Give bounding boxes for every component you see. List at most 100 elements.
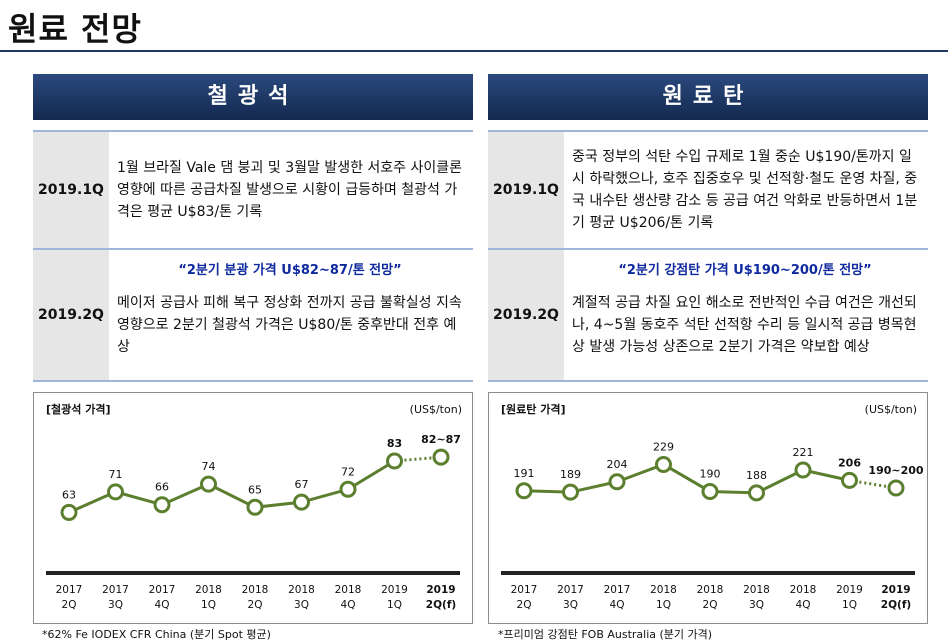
- x-tick-year: 2018: [242, 584, 269, 596]
- x-tick-year: 2017: [511, 584, 538, 596]
- chart-unit-label: (US$/ton): [410, 403, 462, 416]
- data-point: [701, 482, 719, 500]
- coal-chart: [원료탄 가격] (US$/ton) 191 189 204 229 190 188 221 20…: [488, 392, 928, 624]
- row-text: “2분기 분광 가격 U$82~87/톤 전망” 메이저 공급사 피해 복구 정…: [109, 250, 473, 380]
- x-tick-year: 2019: [881, 584, 910, 596]
- row-text-body: 중국 정부의 석탄 수입 규제로 1월 중순 U$190/톤까지 일시 하락했으…: [572, 149, 918, 231]
- chart-title: [원료탄 가격]: [501, 402, 565, 416]
- data-label: 63: [62, 488, 76, 501]
- quarter-label: 2019.1Q: [33, 132, 109, 248]
- x-tick-year: 2019: [836, 584, 863, 596]
- table-row: 2019.1Q 중국 정부의 석탄 수입 규제로 1월 중순 U$190/톤까지…: [488, 132, 928, 250]
- x-tick-quarter: 2Q(f): [426, 599, 456, 611]
- data-point: [794, 461, 812, 479]
- x-tick-quarter: 3Q: [294, 599, 309, 611]
- title-divider: [0, 50, 948, 52]
- data-label: 229: [653, 440, 674, 453]
- x-tick-quarter: 1Q: [656, 599, 671, 611]
- x-tick-year: 2018: [195, 584, 222, 596]
- data-point: [887, 479, 905, 497]
- x-tick-year: 2018: [288, 584, 315, 596]
- iron-ore-header: 철광석: [33, 74, 473, 120]
- x-tick-quarter: 3Q: [563, 599, 578, 611]
- data-label: 66: [155, 481, 169, 494]
- x-tick-year: 2018: [335, 584, 362, 596]
- x-axis: [501, 571, 915, 575]
- x-tick-year: 2017: [102, 584, 129, 596]
- table-row: 2019.2Q “2분기 분광 가격 U$82~87/톤 전망” 메이저 공급사…: [33, 250, 473, 382]
- data-point: [60, 503, 78, 521]
- data-label: 83: [387, 437, 402, 450]
- data-label: 72: [341, 465, 355, 478]
- iron-ore-chart-svg: [철광석 가격] (US$/ton) 63 71 66 74 65 67 72 83 82~87 20…: [46, 402, 462, 611]
- data-point: [293, 493, 310, 511]
- data-label: 206: [838, 456, 861, 469]
- data-label: 67: [295, 478, 309, 491]
- x-tick-year: 2017: [557, 584, 584, 596]
- row-text-body: 계절적 공급 차질 요인 해소로 전반적인 수급 여건은 개선되나, 4~5월 …: [572, 295, 917, 355]
- x-tick-quarter: 3Q: [749, 599, 764, 611]
- data-label: 221: [793, 446, 814, 459]
- x-tick-year: 2018: [790, 584, 817, 596]
- data-label: 74: [202, 460, 216, 473]
- coal-footnote: *프리미엄 강점탄 FOB Australia (분기 가격): [498, 628, 713, 641]
- row-text: “2분기 강점탄 가격 U$190~200/톤 전망” 계절적 공급 차질 요인…: [564, 250, 928, 380]
- x-tick-year: 2018: [697, 584, 724, 596]
- data-point: [153, 496, 171, 514]
- quarter-label: 2019.2Q: [488, 250, 564, 380]
- x-tick-year: 2017: [149, 584, 176, 596]
- iron-ore-table: 2019.1Q 1월 브라질 Vale 댐 붕괴 및 3월말 발생한 서호주 사…: [33, 130, 473, 382]
- iron-ore-chart: [철광석 가격] (US$/ton) 63 71 66 74 65 67 72 83 82~87 20…: [33, 392, 473, 624]
- row-text-body: 메이저 공급사 피해 복구 정상화 전까지 공급 불확실성 지속 영향으로 2분…: [117, 295, 462, 355]
- data-label: 65: [248, 483, 262, 496]
- data-point: [562, 483, 579, 501]
- x-tick-year: 2017: [604, 584, 631, 596]
- x-tick-quarter: 4Q: [341, 599, 356, 611]
- table-row: 2019.1Q 1월 브라질 Vale 댐 붕괴 및 3월말 발생한 서호주 사…: [33, 132, 473, 250]
- coal-panel: 원료탄 2019.1Q 중국 정부의 석탄 수입 규제로 1월 중순 U$190…: [488, 74, 928, 382]
- data-point: [841, 471, 858, 489]
- x-tick-quarter: 1Q: [842, 599, 857, 611]
- x-tick-quarter: 4Q: [155, 599, 170, 611]
- iron-ore-footnote: *62% Fe IODEX CFR China (분기 Spot 평균): [42, 628, 271, 641]
- x-tick-quarter: 4Q: [610, 599, 625, 611]
- data-label: 188: [746, 469, 767, 482]
- data-label: 71: [109, 468, 123, 481]
- x-tick-quarter: 2Q: [62, 599, 77, 611]
- iron-ore-panel: 철광석 2019.1Q 1월 브라질 Vale 댐 붕괴 및 3월말 발생한 서…: [33, 74, 473, 382]
- table-row: 2019.2Q “2분기 강점탄 가격 U$190~200/톤 전망” 계절적 …: [488, 250, 928, 382]
- data-point: [107, 483, 124, 501]
- quarter-label: 2019.2Q: [33, 250, 109, 380]
- data-point: [200, 475, 217, 493]
- data-point: [246, 498, 264, 516]
- data-label: 190: [700, 467, 721, 480]
- x-tick-year: 2019: [426, 584, 455, 596]
- chart-title: [철광석 가격]: [46, 402, 110, 416]
- forecast-headline: “2분기 분광 가격 U$82~87/톤 전망”: [178, 263, 402, 278]
- data-label: 189: [560, 468, 581, 481]
- x-tick-quarter: 2Q: [517, 599, 532, 611]
- data-label: 204: [607, 458, 628, 471]
- row-text: 1월 브라질 Vale 댐 붕괴 및 3월말 발생한 서호주 사이클론 영향에 …: [109, 132, 473, 248]
- x-tick-quarter: 3Q: [108, 599, 123, 611]
- x-tick-quarter: 1Q: [387, 599, 402, 611]
- x-tick-quarter: 2Q(f): [881, 599, 911, 611]
- x-tick-year: 2018: [743, 584, 770, 596]
- data-label: 82~87: [421, 433, 461, 446]
- x-tick-year: 2018: [650, 584, 677, 596]
- coal-table: 2019.1Q 중국 정부의 석탄 수입 규제로 1월 중순 U$190/톤까지…: [488, 130, 928, 382]
- x-tick-quarter: 1Q: [201, 599, 216, 611]
- data-label: 191: [514, 467, 535, 480]
- data-point: [386, 452, 403, 470]
- coal-chart-svg: [원료탄 가격] (US$/ton) 191 189 204 229 190 188 221 20…: [501, 402, 924, 611]
- x-tick-year: 2017: [56, 584, 83, 596]
- data-point: [339, 480, 357, 498]
- data-point: [655, 455, 672, 473]
- data-point: [515, 482, 533, 500]
- x-axis: [46, 571, 460, 575]
- data-label: 190~200: [868, 464, 923, 477]
- quarter-label: 2019.1Q: [488, 132, 564, 248]
- chart-unit-label: (US$/ton): [865, 403, 917, 416]
- row-text-body: 1월 브라질 Vale 댐 붕괴 및 3월말 발생한 서호주 사이클론 영향에 …: [117, 160, 463, 220]
- row-text: 중국 정부의 석탄 수입 규제로 1월 중순 U$190/톤까지 일시 하락했으…: [564, 132, 928, 248]
